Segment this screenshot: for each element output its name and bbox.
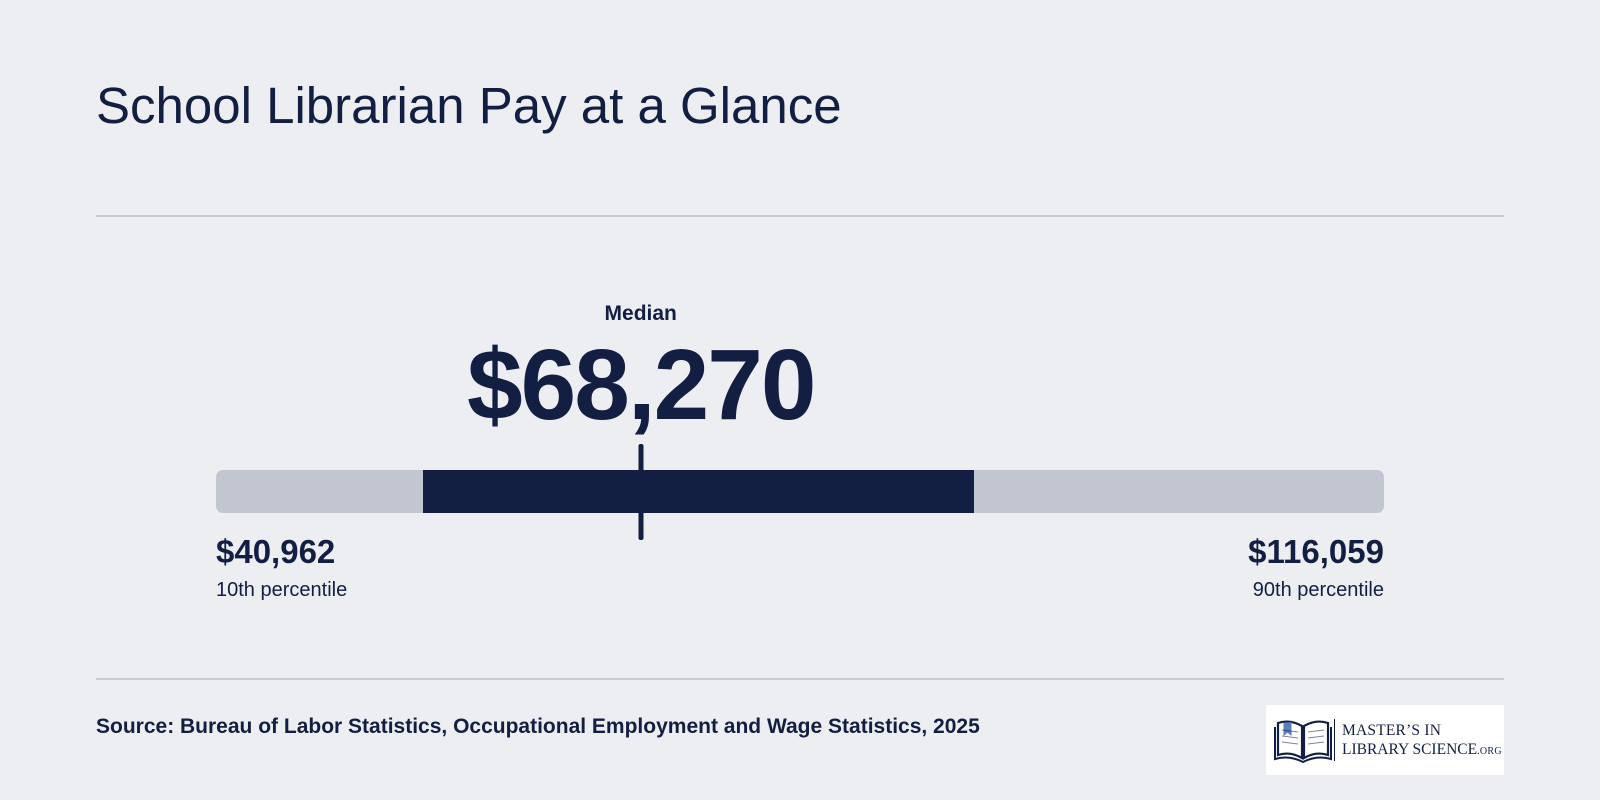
logo-line-1: MASTER’S IN [1342,722,1442,739]
median-label: Median [604,302,677,325]
site-logo[interactable]: MASTER’S IN LIBRARY SCIENCE.ORG [1266,705,1504,775]
median-value: $68,270 [466,329,816,441]
logo-separator [1334,719,1335,761]
logo-line-2: LIBRARY SCIENCE.ORG [1342,740,1502,761]
bottom-divider [96,678,1504,680]
high-percentile-label: 90th percentile [1252,579,1384,601]
page-title: School Librarian Pay at a Glance [96,77,842,134]
open-book-icon [1274,720,1332,763]
low-percentile-label: 10th percentile [216,579,348,601]
middle-range-band [422,470,975,513]
low-percentile-value: $40,962 [216,533,336,570]
logo-wordmark: MASTER’S IN LIBRARY SCIENCE.ORG [1342,721,1502,761]
logo-line-2-main: LIBRARY SCIENCE [1342,741,1478,758]
high-percentile-value: $116,059 [1248,533,1384,570]
top-divider [96,215,1504,217]
logo-suffix: .ORG [1477,746,1502,757]
source-note: Source: Bureau of Labor Statistics, Occu… [96,715,980,738]
median-marker [638,444,644,540]
